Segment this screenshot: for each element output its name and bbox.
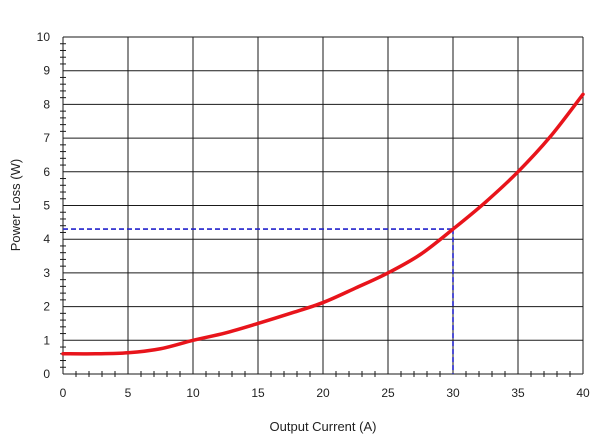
y-tick-label: 10 [37,30,51,44]
series-layer [61,92,585,356]
x-tick-label: 35 [511,386,525,400]
y-tick-label: 3 [43,266,50,280]
x-tick-label: 40 [576,386,590,400]
x-tick-label: 5 [125,386,132,400]
series-line-0 [61,92,585,356]
x-axis-title: Output Current (A) [270,419,377,434]
x-tick-labels: 0 5 10 15 20 25 30 35 40 [60,386,590,400]
y-tick-label: 4 [43,232,50,246]
x-tick-label: 25 [381,386,395,400]
y-tick-label: 2 [43,300,50,314]
y-axis-title: Power Loss (W) [8,159,23,251]
x-tick-label: 0 [60,386,67,400]
y-tick-label: 7 [43,131,50,145]
y-tick-label: 9 [43,64,50,78]
x-tick-label: 15 [251,386,265,400]
chart-grid [62,36,584,375]
reference-lines [63,228,454,374]
y-tick-label: 1 [43,333,50,347]
x-tick-label: 30 [446,386,460,400]
y-tick-labels: 0 1 2 3 4 5 6 7 8 9 10 [37,30,51,381]
y-tick-label: 8 [43,97,50,111]
x-tick-label: 10 [186,386,200,400]
x-tick-label: 20 [316,386,330,400]
chart-minor-ticks [60,43,571,377]
y-tick-label: 5 [43,199,50,213]
y-tick-label: 0 [43,367,50,381]
y-tick-label: 6 [43,165,50,179]
